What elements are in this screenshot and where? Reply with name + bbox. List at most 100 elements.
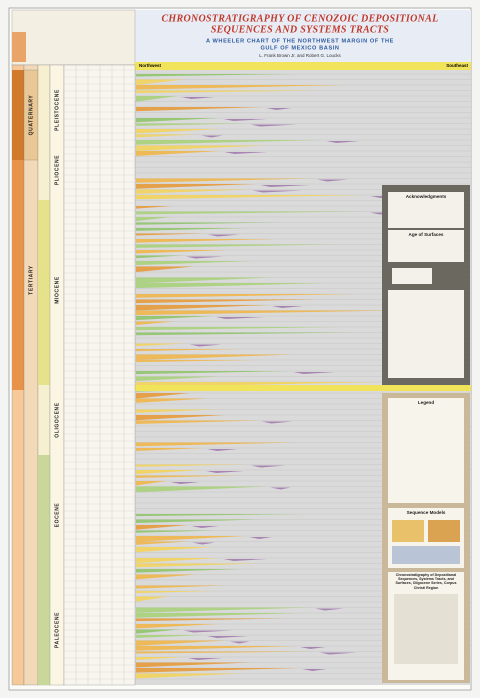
wedge [136, 211, 367, 215]
wedge [136, 486, 267, 493]
wedge [136, 321, 175, 326]
stage-lines [64, 65, 135, 685]
wedge [136, 624, 218, 629]
wedge [136, 266, 194, 273]
wedge [136, 343, 186, 347]
series-labels: PLEISTOCENE PLIOCENE MIOCENE OLIGOCENE E… [49, 64, 65, 686]
wedge [206, 471, 244, 473]
wedge [136, 635, 204, 638]
wedge [260, 185, 310, 187]
wedge [136, 591, 214, 594]
wedge [249, 537, 272, 539]
series-label: PLIOCENE [54, 155, 60, 185]
title: SEQUENCES AND SYSTEMS TRACTS [211, 24, 389, 35]
wedge [136, 470, 203, 475]
wedge [136, 222, 280, 225]
wedge [136, 536, 246, 542]
wedge [207, 449, 238, 451]
wedge [319, 652, 357, 655]
caption: Chronostratigraphy of Depositional Seque… [395, 573, 457, 590]
wedge [136, 574, 197, 580]
wedge [136, 233, 204, 236]
model-diagram [392, 520, 424, 542]
wedge [201, 135, 223, 138]
wedge [136, 629, 180, 634]
wedge [223, 119, 267, 121]
wedge [136, 277, 272, 284]
wedge [136, 206, 172, 209]
wedge [136, 228, 248, 231]
wedge [136, 607, 311, 613]
wedge [136, 316, 213, 321]
wedge [216, 317, 265, 319]
wedge [136, 569, 241, 573]
wedge [136, 151, 221, 156]
wedge [136, 239, 276, 243]
wedge [136, 382, 384, 388]
wedge [136, 613, 302, 618]
panel-heading: Acknowledgments [406, 194, 447, 199]
wedge [136, 145, 267, 151]
wedge [185, 256, 224, 259]
series-label: MIOCENE [54, 276, 60, 304]
wedge [293, 372, 336, 374]
wedge [191, 526, 219, 528]
wedge [136, 464, 248, 467]
wedge [136, 547, 213, 553]
wedge [136, 415, 225, 421]
wedge [136, 294, 357, 298]
series-label: EOCENE [54, 503, 60, 528]
wedge [136, 360, 256, 363]
subtitle: A WHEELER CHART OF THE NORTHWEST MARGIN … [206, 38, 394, 44]
wedge [136, 442, 296, 447]
wedge [326, 141, 360, 143]
wedge [136, 618, 285, 622]
wedge [136, 393, 190, 399]
title: CHRONOSTRATIGRAPHY OF CENOZOIC DEPOSITIO… [161, 13, 438, 24]
caption-wrap: Chronostratigraphy of Depositional Seque… [395, 573, 457, 590]
wedge [136, 299, 317, 304]
ack-box [388, 192, 464, 228]
panel-heading: Legend [418, 400, 435, 405]
wedge [136, 310, 394, 316]
wedge [136, 558, 220, 563]
wedge [136, 184, 257, 189]
wedge [136, 195, 367, 200]
wedge [136, 327, 337, 331]
wedge [136, 332, 357, 336]
wedge [136, 596, 169, 602]
age-box [388, 230, 464, 262]
wedge [189, 344, 222, 347]
wedge [251, 465, 286, 468]
wedge [136, 217, 171, 222]
wedge [136, 448, 204, 451]
wedge [136, 409, 217, 413]
wedge [136, 640, 226, 646]
wedge [207, 234, 240, 237]
wedge [136, 376, 219, 382]
wedge [136, 305, 269, 311]
wedge [317, 179, 348, 182]
series-label: PLEISTOCENE [54, 89, 60, 131]
era-label: TERTIARY [28, 265, 34, 295]
wedge [270, 487, 291, 490]
note-box [392, 268, 432, 284]
wedge [136, 107, 263, 112]
wedge [223, 559, 268, 561]
wedge [136, 178, 314, 183]
wedge [136, 371, 290, 375]
wedge [136, 668, 299, 673]
direction-band [135, 62, 471, 70]
wedge [272, 306, 304, 308]
series-cell [38, 455, 50, 685]
wedge [136, 563, 259, 568]
wedge [250, 124, 298, 127]
series-label: OLIGOCENE [54, 402, 60, 437]
series-label: PALEOCENE [54, 612, 60, 648]
wedge [224, 152, 268, 154]
wedge [136, 85, 346, 90]
wedge [183, 630, 233, 633]
wedge [136, 74, 295, 77]
subtitle: GULF OF MEXICO BASIN [260, 45, 339, 51]
